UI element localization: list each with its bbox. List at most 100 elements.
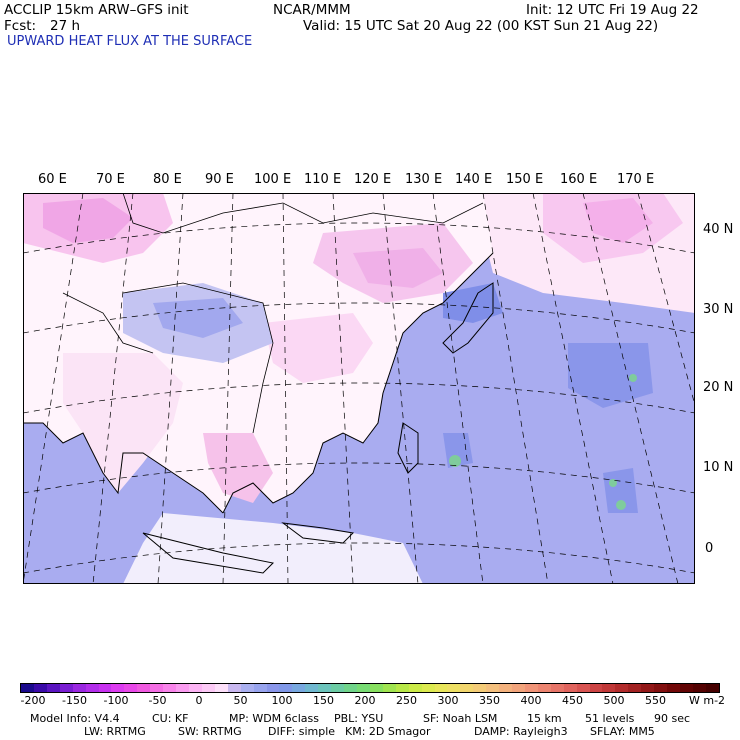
colorbar-swatch [499, 684, 513, 692]
colorbar-swatch [615, 684, 629, 692]
graticule [23, 193, 695, 584]
colorbar-swatch [85, 684, 99, 692]
colorbar-tick-label: 500 [603, 694, 625, 707]
colorbar-swatch [356, 684, 370, 692]
footer-model-info: Model Info: V4.4 [30, 712, 120, 725]
lon-label: 170 E [617, 172, 655, 187]
footer-damping: DAMP: Rayleigh3 [474, 725, 568, 738]
colorbar-swatch [137, 684, 151, 692]
colorbar-swatch [589, 684, 603, 692]
colorbar-swatch [227, 684, 241, 692]
colorbar-tick-label: 200 [354, 694, 376, 707]
colorbar-tick-label: 550 [645, 694, 666, 707]
coastline [382, 252, 494, 394]
lon-label: 70 E [96, 172, 125, 187]
colorbar-swatch [550, 684, 564, 692]
gobi-pink [353, 248, 443, 288]
lat-label: 40 N [703, 222, 734, 237]
colorbar-swatch [253, 684, 267, 692]
colorbar-tick-label: -200 [20, 694, 46, 707]
lon-label: 100 E [254, 172, 292, 187]
colorbar-swatch [150, 684, 164, 692]
colorbar-swatch [98, 684, 112, 692]
footer-levels: 51 levels [585, 712, 635, 725]
north-pacific-strong-pink [583, 198, 653, 243]
colorbar-swatch [692, 684, 706, 692]
colorbar-swatch [163, 684, 177, 692]
colorbar-swatch [576, 684, 590, 692]
colorbar-swatch [602, 684, 616, 692]
colorbar-tick-label: 300 [437, 694, 459, 707]
longitude-line [582, 193, 679, 584]
colorbar-swatch [331, 684, 345, 692]
colorbar-tick-label: 150 [313, 694, 334, 707]
maritime-continent [123, 513, 423, 584]
field-title: UPWARD HEAT FLUX AT THE SURFACE [7, 34, 253, 49]
colorbar-tick-label: -50 [148, 694, 167, 707]
colorbar-swatch [680, 684, 693, 692]
model-info-header: ACCLIP 15km ARW–GFS init [4, 2, 189, 18]
longitude-line [637, 193, 695, 407]
coastline [222, 392, 384, 514]
footer-cumulus: CU: KF [152, 712, 189, 725]
colorbar-swatch [21, 684, 34, 692]
pacific-blue-patch [568, 343, 653, 408]
colorbar-swatch [240, 684, 254, 692]
footer-km: KM: 2D Smagor [345, 725, 431, 738]
sumatra-coastline [142, 532, 275, 574]
colorbar-swatch [201, 684, 215, 692]
colorbar-tick-label: 0 [195, 694, 203, 707]
colorbar-swatch [292, 684, 306, 692]
longitude-line [482, 193, 549, 584]
colorbar-swatch [654, 684, 668, 692]
footer-pbl: PBL: YSU [334, 712, 384, 725]
longitude-labels: 60 E 70 E 80 E 90 E 100 E 110 E 120 E 13… [0, 172, 740, 188]
colorbar-swatch [59, 684, 73, 692]
longitude-line [532, 193, 614, 584]
colorbar [20, 683, 720, 693]
colorbar-swatch [537, 684, 551, 692]
footer-resolution: 15 km [527, 712, 562, 725]
colorbar-swatch [111, 684, 125, 692]
colorbar-swatch [512, 684, 525, 692]
colorbar-swatch [369, 684, 383, 692]
central-asia-strong-pink [43, 198, 133, 243]
lon-label: 80 E [153, 172, 182, 187]
footer-surface-layer: SFLAY: MM5 [590, 725, 655, 738]
colorbar-swatch [33, 684, 47, 692]
colorbar-swatch [318, 684, 332, 692]
colorbar-swatch [421, 684, 435, 692]
colorbar-swatch [460, 684, 474, 692]
forecast-hour-label: 27 h [50, 18, 81, 34]
colorbar-swatch [188, 684, 202, 692]
colorbar-swatch [563, 684, 577, 692]
colorbar-swatch [46, 684, 60, 692]
lon-label: 160 E [560, 172, 598, 187]
forecast-label: Fcst: [4, 18, 37, 34]
colorbar-tick-label: 400 [520, 694, 542, 707]
country-border [62, 292, 154, 354]
colorbar-swatch [408, 684, 422, 692]
country-border [122, 193, 484, 234]
colorbar-tick-label: 50 [233, 694, 248, 707]
valid-time-label: Valid: 15 UTC Sat 20 Aug 22 (00 KST Sun … [303, 18, 659, 34]
colorbar-tick-label: 350 [479, 694, 500, 707]
colorbar-swatch [266, 684, 280, 692]
colorbar-swatch [382, 684, 396, 692]
colorbar-swatch [305, 684, 319, 692]
heat-flux-map [23, 193, 695, 584]
lon-label: 90 E [205, 172, 234, 187]
lon-label: 140 E [455, 172, 493, 187]
lat-label: 30 N [703, 302, 734, 317]
japan-coastline [442, 282, 494, 354]
footer-surface: SF: Noah LSM [423, 712, 498, 725]
colorbar-swatch [72, 684, 86, 692]
india-land [63, 353, 183, 493]
colorbar-swatch [447, 684, 461, 692]
colorbar-swatch [344, 684, 357, 692]
colorbar-tick-label: -150 [62, 694, 87, 707]
country-border [122, 282, 274, 434]
convection-spot [609, 479, 617, 487]
borneo-coastline [281, 522, 355, 544]
colorbar-tick-label: 450 [562, 694, 583, 707]
